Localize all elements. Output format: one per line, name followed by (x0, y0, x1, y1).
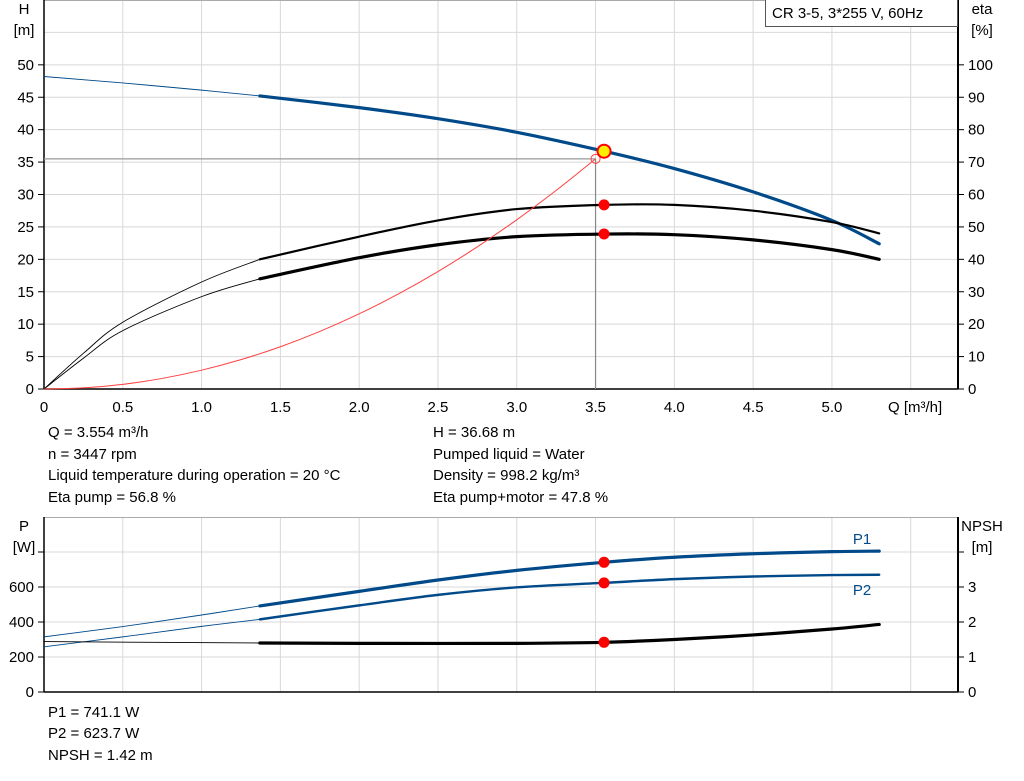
y-tick-label-left: 600 (9, 579, 34, 596)
series-label-p1: P1 (853, 531, 871, 548)
readout-npsh: NPSH = 1.42 m (48, 747, 153, 764)
y-tick-label-right: 20 (968, 316, 985, 333)
y-tick-label-right: 60 (968, 187, 985, 204)
series-p2-extrapolated (43, 618, 260, 648)
duty-point-marker (598, 636, 610, 648)
x-tick-label: 5.0 (822, 399, 843, 416)
x-tick-label: 2.5 (428, 399, 449, 416)
pump-title: CR 3-5, 3*255 V, 60Hz (772, 5, 924, 22)
series-p1-extrapolated (43, 605, 260, 638)
y-axis-title-left: H (19, 1, 30, 18)
y-tick-label-right: 40 (968, 251, 985, 268)
y-tick-label-right: 1 (968, 649, 976, 666)
readout-p2: P2 = 623.7 W (48, 725, 140, 742)
series-system-curve (43, 158, 596, 390)
y-tick-label-right: 90 (968, 89, 985, 106)
y-tick-label-right: 10 (968, 349, 985, 366)
series-eta-pump-motor (258, 232, 881, 281)
y-tick-label-left: 200 (9, 649, 34, 666)
x-tick-label: 4.5 (743, 399, 764, 416)
x-tick-label: 4.0 (664, 399, 685, 416)
y-tick-label-left: 10 (17, 316, 34, 333)
y-tick-label-left: 400 (9, 614, 34, 631)
x-tick-label: 3.0 (506, 399, 527, 416)
x-tick-label: 1.5 (270, 399, 291, 416)
y-tick-label-right: 0 (968, 684, 976, 701)
y-tick-label-right: 80 (968, 122, 985, 139)
y-tick-label-left: 0 (26, 684, 34, 701)
y-tick-label-left: 50 (17, 57, 34, 74)
pump-title-box: CR 3-5, 3*255 V, 60Hz (765, 0, 958, 27)
y-axis-title-right: [%] (971, 22, 993, 39)
y-tick-label-right: 100 (968, 57, 993, 74)
y-tick-label-right: 70 (968, 154, 985, 171)
y-tick-label-right: 2 (968, 614, 976, 631)
series-head (258, 94, 881, 246)
y-tick-label-left: 40 (17, 122, 34, 139)
series-npsh-extrapolated (43, 641, 260, 644)
y-tick-label-left: 5 (26, 349, 34, 366)
y-axis-title-right: eta (972, 1, 994, 18)
series-npsh (258, 622, 881, 646)
readout-liquid: Pumped liquid = Water (433, 446, 585, 463)
readout-p1: P1 = 741.1 W (48, 704, 140, 721)
x-axis-title: Q [m³/h] (888, 399, 942, 416)
reference-point-marker (590, 153, 601, 164)
duty-point-marker (598, 228, 610, 240)
readout-density: Density = 998.2 kg/m³ (433, 467, 580, 484)
y-tick-label-right: 0 (968, 381, 976, 398)
y-axis-title-left: P (19, 518, 29, 535)
readout-eta-pump: Eta pump = 56.8 % (48, 489, 176, 506)
series-eta-pump (258, 203, 881, 261)
y-tick-label-right: 30 (968, 284, 985, 301)
readout-h: H = 36.68 m (433, 424, 516, 441)
x-tick-label: 0.5 (112, 399, 133, 416)
duty-point-marker (596, 143, 612, 159)
y-axis-title-right: NPSH (961, 518, 1003, 535)
duty-point-marker (598, 577, 610, 589)
y-tick-label-left: 25 (17, 219, 34, 236)
readout-q: Q = 3.554 m³/h (48, 424, 149, 441)
series-head-extrapolated (43, 76, 260, 97)
readout-temperature: Liquid temperature during operation = 20… (48, 467, 341, 484)
x-tick-label: 2.0 (349, 399, 370, 416)
series-label-p2: P2 (853, 582, 871, 599)
y-tick-label-left: 15 (17, 284, 34, 301)
duty-point-marker (598, 199, 610, 211)
series-p1 (258, 549, 881, 608)
x-tick-label: 0 (40, 399, 48, 416)
y-tick-label-left: 20 (17, 251, 34, 268)
readout-speed: n = 3447 rpm (48, 446, 137, 463)
y-tick-label-right: 50 (968, 219, 985, 236)
x-tick-label: 3.5 (585, 399, 606, 416)
y-axis-title-right: [m] (972, 539, 993, 556)
series-p2 (258, 573, 881, 621)
readout-eta-pump-motor: Eta pump+motor = 47.8 % (433, 489, 609, 506)
series-eta-pump-motor-extrapolated (43, 278, 261, 390)
x-tick-label: 1.0 (191, 399, 212, 416)
series-eta-pump-extrapolated (43, 258, 261, 390)
duty-point-marker (598, 556, 610, 568)
y-axis-title-left: [W] (13, 539, 36, 556)
y-axis-title-left: [m] (14, 22, 35, 39)
y-tick-label-left: 0 (26, 381, 34, 398)
y-tick-label-left: 30 (17, 187, 34, 204)
y-tick-label-right: 3 (968, 579, 976, 596)
y-tick-label-left: 45 (17, 89, 34, 106)
y-tick-label-left: 35 (17, 154, 34, 171)
